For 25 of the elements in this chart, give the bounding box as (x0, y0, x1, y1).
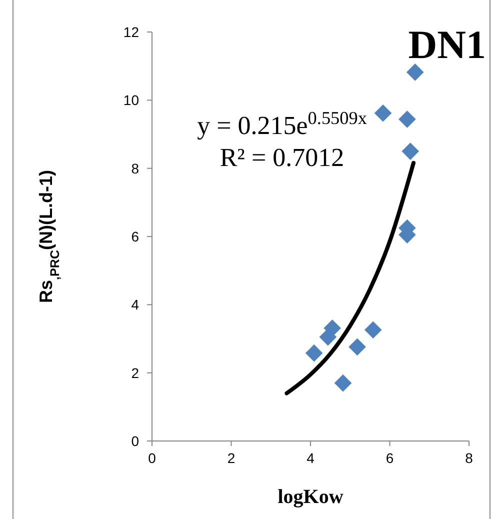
point (374, 104, 392, 122)
point (406, 64, 424, 81)
x-tick-label: 4 (306, 450, 315, 466)
y-tick-label: 12 (123, 24, 140, 40)
y-tick-label: 2 (131, 364, 140, 381)
point (334, 374, 352, 392)
y-tick-label: 0 (131, 433, 140, 449)
y-tick-label: 10 (123, 92, 140, 108)
point (348, 338, 366, 356)
point (364, 321, 382, 339)
point (402, 142, 420, 160)
point (398, 110, 416, 128)
y-tick-label: 8 (131, 160, 140, 176)
y-tick-label: 4 (131, 296, 140, 313)
x-tick-label: 2 (227, 450, 236, 466)
y-tick-label: 6 (131, 228, 140, 244)
chart-title: DN1 (408, 22, 486, 67)
x-tick-label: 8 (465, 450, 474, 466)
x-axis-title: logKow (278, 486, 344, 508)
point (305, 344, 323, 362)
annotation: y = 0.215e$^{0.5509x}$ (197, 108, 367, 140)
x-tick-label: 0 (148, 450, 156, 466)
annotation: R² = 0.7012 (220, 143, 344, 172)
point (319, 328, 337, 346)
x-tick-label: 6 (386, 450, 394, 466)
